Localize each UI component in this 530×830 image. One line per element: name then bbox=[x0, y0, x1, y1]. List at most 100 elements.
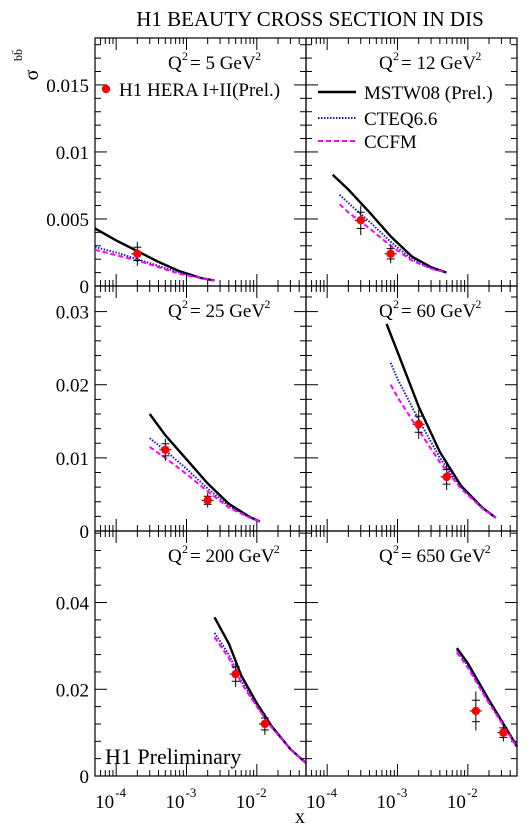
series-ccfm-line bbox=[94, 248, 215, 282]
y-tick-label: 0 bbox=[80, 277, 90, 298]
data-point bbox=[260, 719, 270, 729]
q2-label-q: Q bbox=[379, 53, 393, 74]
data-point bbox=[133, 249, 142, 259]
series-mstw-line bbox=[331, 173, 448, 274]
data-point bbox=[442, 472, 451, 482]
q2-label-unit-exp: 2 bbox=[475, 297, 481, 311]
q2-label-rest: = 25 GeV bbox=[190, 301, 265, 322]
x-tick-label: 10 bbox=[377, 792, 396, 813]
chart-title: H1 BEAUTY CROSS SECTION IN DIS bbox=[136, 7, 484, 31]
y-tick-label: 0 bbox=[80, 522, 90, 543]
q2-label-exp: 2 bbox=[182, 297, 188, 311]
q2-label-unit-exp: 2 bbox=[274, 542, 280, 556]
series-mstw-line bbox=[385, 323, 497, 519]
q2-label: Q 2 = 650 GeV 2 bbox=[379, 542, 491, 567]
q2-label: Q 2 = 200 GeV 2 bbox=[168, 542, 280, 567]
data-point bbox=[356, 216, 365, 225]
series-cteq-line bbox=[389, 362, 497, 519]
y-tick-label: 0.04 bbox=[56, 594, 90, 615]
y-tick-label: 0.02 bbox=[56, 376, 89, 397]
y-tick-label: 0.005 bbox=[46, 210, 89, 231]
series-mstw-line bbox=[94, 227, 215, 282]
q2-label-q: Q bbox=[168, 53, 182, 74]
data-point bbox=[471, 706, 481, 716]
panel-Q2-12: Q 2 = 12 GeV 2 bbox=[305, 37, 518, 287]
panel-frame bbox=[94, 530, 307, 777]
q2-label-unit-exp: 2 bbox=[485, 542, 491, 556]
q2-label: Q 2 = 5 GeV 2 bbox=[168, 49, 261, 74]
data-point bbox=[386, 249, 395, 259]
x-tick-label: 10 bbox=[166, 792, 185, 813]
panel-frame bbox=[94, 37, 307, 287]
q2-label-rest: = 5 GeV bbox=[190, 53, 256, 74]
q2-label-exp: 2 bbox=[393, 297, 399, 311]
x-tick-label: 10 bbox=[236, 792, 255, 813]
series-ccfm-line bbox=[456, 651, 518, 748]
q2-label-unit-exp: 2 bbox=[475, 49, 481, 63]
legend-ccfm-label: CCFM bbox=[364, 132, 417, 153]
preliminary-label: H1 Preliminary bbox=[105, 744, 241, 769]
x-tick-label: 10 bbox=[95, 792, 114, 813]
q2-label-exp: 2 bbox=[182, 542, 188, 556]
panel-frame bbox=[94, 285, 307, 532]
x-tick-label-exponent: -2 bbox=[467, 785, 478, 800]
data-point bbox=[231, 669, 240, 679]
data-point bbox=[203, 496, 212, 505]
panel-frame bbox=[305, 285, 518, 532]
q2-label-unit-exp: 2 bbox=[255, 49, 261, 63]
panel-frame bbox=[305, 37, 518, 287]
q2-label: Q 2 = 12 GeV 2 bbox=[379, 49, 481, 74]
series-cteq-line bbox=[94, 246, 215, 282]
panel-Q2-25: 00.010.020.03 Q 2 = 25 GeV 2 bbox=[56, 285, 307, 543]
q2-label-rest: = 200 GeV bbox=[190, 546, 275, 567]
y-tick-label: 0 bbox=[80, 767, 90, 788]
series-ccfm-line bbox=[213, 636, 307, 764]
x-tick-label-exponent: -4 bbox=[326, 785, 337, 800]
panel-Q2-60: Q 2 = 60 GeV 2 bbox=[305, 285, 518, 532]
y-axis-subscript: bb̄ bbox=[11, 49, 25, 61]
q2-label-exp: 2 bbox=[182, 49, 188, 63]
q2-label-q: Q bbox=[168, 546, 182, 567]
x-tick-label: 10 bbox=[306, 792, 325, 813]
legend-data-marker bbox=[101, 84, 111, 94]
legend: H1 HERA I+II(Prel.) MSTW08 (Prel.) CTEQ6.6… bbox=[101, 80, 493, 153]
q2-label-q: Q bbox=[168, 301, 182, 322]
q2-label-exp: 2 bbox=[393, 542, 399, 556]
series-cteq-line bbox=[338, 194, 447, 274]
series-ccfm-line bbox=[389, 384, 497, 519]
y-tick-label: 0.01 bbox=[56, 143, 89, 164]
panel-frame bbox=[305, 530, 518, 777]
panel-Q2-650: 10 -4 10 -3 10 -2Q 2 = 650 GeV 2 bbox=[305, 530, 519, 813]
y-tick-label: 0.01 bbox=[56, 449, 89, 470]
x-tick-label-exponent: -3 bbox=[186, 785, 197, 800]
series-mstw-line bbox=[148, 413, 261, 523]
q2-label-unit-exp: 2 bbox=[264, 297, 270, 311]
y-tick-label: 0.02 bbox=[56, 680, 89, 701]
q2-label-q: Q bbox=[379, 546, 393, 567]
data-point bbox=[414, 420, 423, 429]
data-point bbox=[499, 728, 508, 737]
x-tick-label: 10 bbox=[447, 792, 466, 813]
legend-data-label: H1 HERA I+II(Prel.) bbox=[119, 80, 280, 101]
y-axis-label: σ bb̄ bbox=[11, 49, 43, 80]
y-axis-symbol: σ bbox=[21, 69, 43, 80]
x-tick-label-exponent: -3 bbox=[397, 785, 408, 800]
q2-label-rest: = 650 GeV bbox=[401, 546, 486, 567]
y-tick-label: 0.015 bbox=[46, 76, 89, 97]
x-axis-label: x bbox=[295, 806, 305, 828]
q2-label: Q 2 = 60 GeV 2 bbox=[379, 297, 481, 322]
x-tick-label-exponent: -2 bbox=[256, 785, 267, 800]
data-point bbox=[161, 445, 170, 455]
x-tick-label-exponent: -4 bbox=[115, 785, 126, 800]
legend-cteq-label: CTEQ6.6 bbox=[364, 109, 437, 130]
series-mstw-line bbox=[213, 616, 307, 764]
q2-label-rest: = 60 GeV bbox=[401, 301, 476, 322]
q2-label-q: Q bbox=[379, 301, 393, 322]
q2-label-exp: 2 bbox=[393, 49, 399, 63]
q2-label: Q 2 = 25 GeV 2 bbox=[168, 297, 270, 322]
series-ccfm-line bbox=[149, 446, 261, 523]
